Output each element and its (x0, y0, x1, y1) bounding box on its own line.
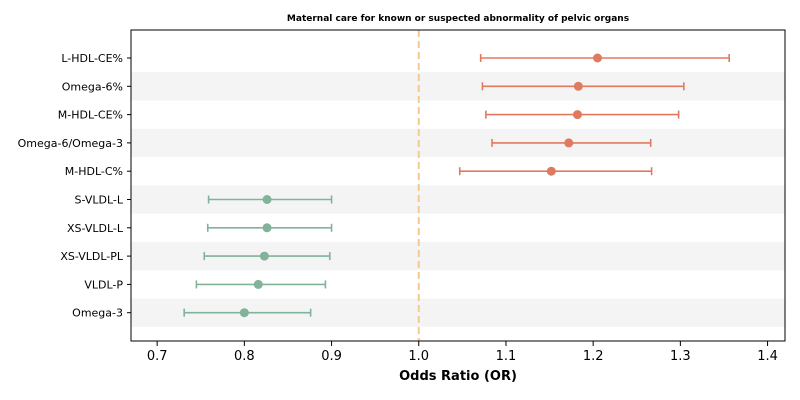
odds-ratio-point (259, 251, 269, 261)
y-tick-label: Omega-6/Omega-3 (18, 137, 123, 150)
y-tick-label: L-HDL-CE% (61, 52, 123, 65)
y-tick-label: XS-VLDL-PL (60, 250, 124, 263)
odds-ratio-point (572, 110, 582, 120)
y-tick-label: M-HDL-C% (65, 165, 123, 178)
odds-ratio-point (262, 195, 272, 204)
x-tick-label: 1.2 (583, 349, 604, 364)
y-tick-label: M-HDL-CE% (58, 109, 123, 122)
odds-ratio-point (564, 138, 574, 148)
row-shade-band (131, 72, 785, 101)
point-estimates (239, 53, 603, 318)
row-shade-band (131, 128, 785, 158)
x-tick-label: 0.9 (321, 349, 342, 364)
y-tick-label: Omega-3 (72, 307, 123, 320)
y-tick-labels: L-HDL-CE% Omega-6% M-HDL-CE% Omega-6/Omega-… (18, 52, 131, 320)
x-tick-label: 1.0 (408, 349, 429, 364)
y-tick-label: VLDL-P (84, 278, 123, 291)
y-tick-label: XS-VLDL-L (67, 222, 124, 235)
chart-title: Maternal care for known or suspected abn… (287, 14, 629, 24)
x-tick-label: 0.7 (147, 349, 168, 364)
x-tick-label: 1.1 (496, 349, 517, 364)
x-tick-label: 0.8 (234, 349, 255, 364)
x-axis-label: Odds Ratio (OR) (399, 369, 517, 384)
y-tick-label: Omega-6% (62, 80, 123, 93)
x-ticks: 0.7 0.8 0.9 1.0 1.1 1.2 1.3 1.4 (147, 341, 778, 364)
odds-ratio-point (253, 279, 263, 289)
plot-frame (130, 29, 786, 342)
y-tick-label: S-VLDL-L (75, 194, 124, 207)
confidence-intervals (183, 54, 730, 317)
x-tick-label: 1.3 (670, 349, 691, 364)
odds-ratio-point (593, 53, 603, 63)
x-tick-label: 1.4 (757, 349, 778, 364)
odds-ratio-point (573, 81, 583, 91)
odds-ratio-point (546, 166, 556, 176)
odds-ratio-point (262, 223, 272, 233)
odds-ratio-point (239, 308, 249, 318)
